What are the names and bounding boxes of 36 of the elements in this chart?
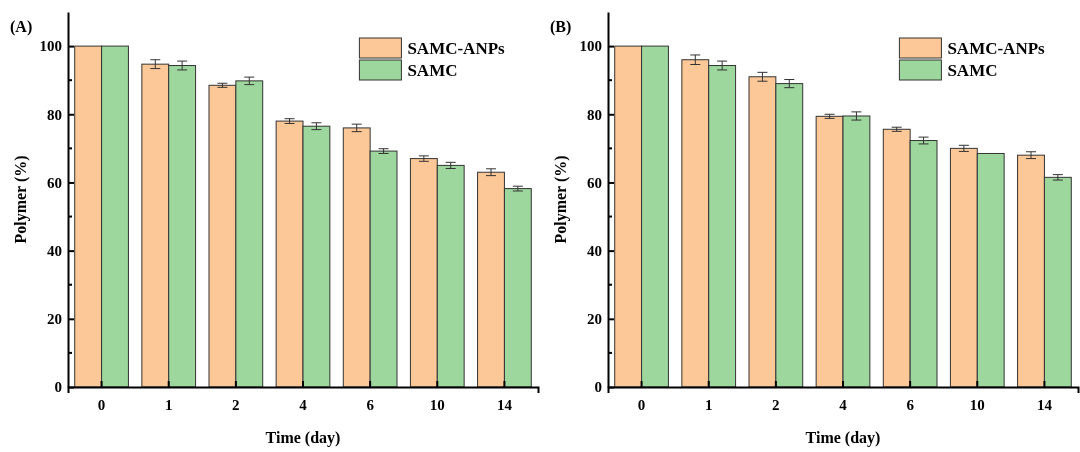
y-axis-title: Polymer (%) (552, 155, 570, 244)
x-tick-label: 1 (704, 396, 713, 413)
legend-label: SAMC (407, 61, 458, 80)
x-tick-label: 10 (429, 396, 445, 413)
legend-label: SAMC-ANPs (947, 39, 1046, 58)
x-axis-title: Time (day) (805, 429, 881, 447)
x-axis-title: Time (day) (265, 429, 341, 447)
x-tick-label: 14 (1036, 396, 1053, 413)
chart-title: (A) (10, 18, 33, 36)
x-tick-label: 6 (366, 396, 375, 413)
chart-title: (B) (550, 18, 572, 36)
y-tick-label: 40 (587, 242, 602, 259)
legend-label: SAMC-ANPs (407, 39, 506, 58)
y-axis-title: Polymer (%) (12, 155, 30, 244)
legend-label: SAMC (947, 61, 998, 80)
x-tick-label: 0 (637, 396, 646, 413)
y-tick-label: 20 (587, 311, 602, 328)
x-tick-label: 6 (906, 396, 915, 413)
y-tick-label: 100 (39, 38, 62, 55)
y-tick-label: 80 (587, 106, 602, 123)
y-tick-label: 40 (47, 242, 62, 259)
x-tick-label: 10 (969, 396, 985, 413)
x-tick-label: 4 (299, 396, 308, 413)
y-tick-label: 80 (47, 106, 62, 123)
x-tick-label: 0 (97, 396, 106, 413)
x-tick-label: 14 (496, 396, 513, 413)
y-tick-label: 60 (587, 174, 602, 191)
y-tick-label: 0 (594, 379, 602, 396)
x-tick-label: 1 (164, 396, 173, 413)
x-tick-label: 2 (772, 396, 780, 413)
y-tick-label: 0 (54, 379, 62, 396)
y-tick-label: 60 (47, 174, 62, 191)
y-tick-label: 20 (47, 311, 62, 328)
x-tick-label: 4 (839, 396, 848, 413)
x-tick-label: 2 (232, 396, 240, 413)
y-tick-label: 100 (579, 38, 602, 55)
